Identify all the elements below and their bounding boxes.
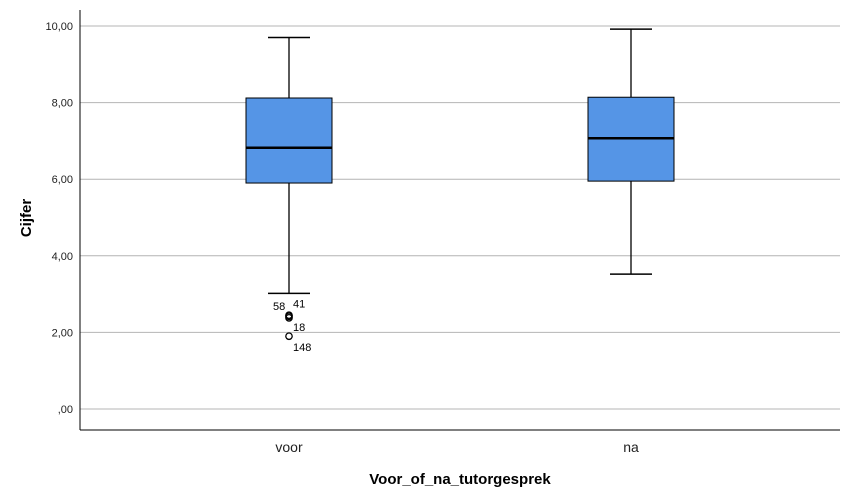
y-tick-label: ,00 [58, 404, 73, 416]
x-axis-title: Voor_of_na_tutorgesprek [369, 471, 551, 488]
outlier-label: 41 [293, 298, 305, 310]
y-tick-label: 10,00 [45, 21, 73, 33]
y-tick-label: 2,00 [52, 327, 73, 339]
y-tick-labels: ,00 2,00 4,00 6,00 8,00 10,00 [45, 21, 73, 416]
x-category-label: na [623, 439, 639, 455]
outlier-label: 18 [293, 322, 305, 334]
y-axis-title: Cijfer [18, 199, 35, 238]
box-group-na [587, 28, 675, 275]
iqr-box [245, 97, 333, 184]
outlier-point [285, 313, 293, 322]
outlier-point [285, 332, 293, 341]
grid-lines [80, 25, 840, 410]
y-tick-label: 6,00 [52, 174, 73, 186]
x-category-label: voor [275, 439, 303, 455]
x-category-labels: voor na [275, 439, 639, 455]
outlier-label: 148 [293, 342, 311, 354]
outlier-label: 58 [273, 301, 285, 313]
box-group-voor: 58 41 18 148 [245, 36, 333, 354]
boxes: 58 41 18 148 [245, 28, 675, 354]
y-tick-label: 4,00 [52, 251, 73, 263]
y-tick-label: 8,00 [52, 98, 73, 110]
